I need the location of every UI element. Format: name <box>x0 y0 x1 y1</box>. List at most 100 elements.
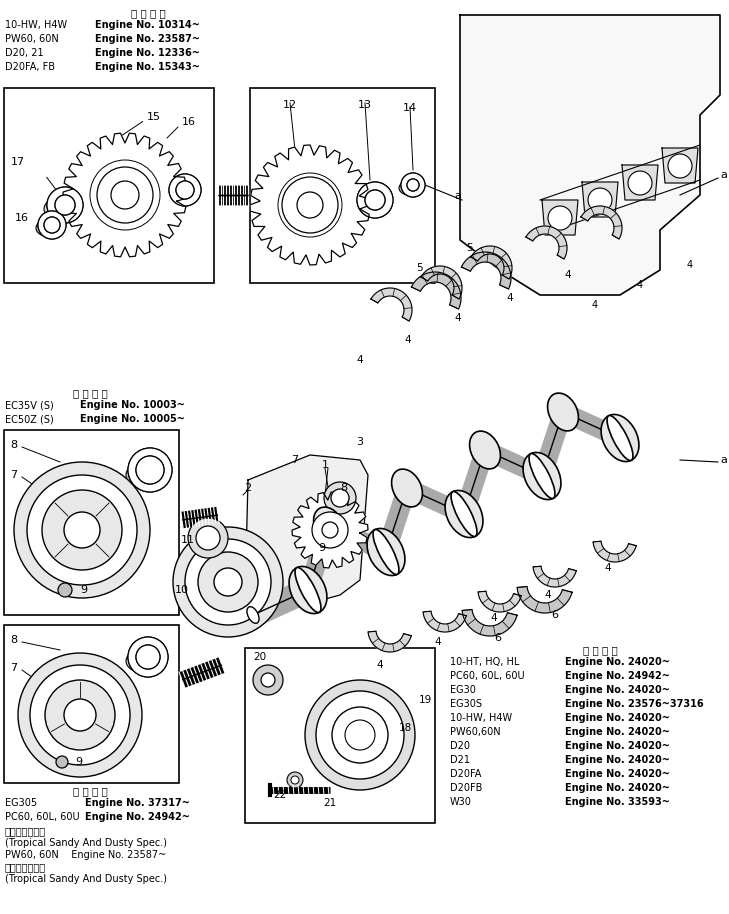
Circle shape <box>136 456 164 484</box>
Circle shape <box>47 187 83 223</box>
Circle shape <box>291 776 299 784</box>
Text: (Tropical Sandy And Dusty Spec.): (Tropical Sandy And Dusty Spec.) <box>5 874 167 884</box>
Polygon shape <box>471 246 512 279</box>
Text: D20FA, FB: D20FA, FB <box>5 62 55 72</box>
Text: Engine No. 24020~: Engine No. 24020~ <box>565 713 670 723</box>
Circle shape <box>628 171 652 195</box>
Text: PC60, 60L, 60U: PC60, 60L, 60U <box>5 812 79 822</box>
Text: 4: 4 <box>604 563 612 573</box>
Polygon shape <box>542 200 578 235</box>
Polygon shape <box>478 591 521 612</box>
Circle shape <box>128 637 168 677</box>
Circle shape <box>322 522 338 538</box>
Ellipse shape <box>391 469 422 507</box>
Text: 4: 4 <box>507 293 513 303</box>
Ellipse shape <box>469 431 500 469</box>
Circle shape <box>38 211 66 239</box>
Circle shape <box>188 518 228 558</box>
Circle shape <box>331 489 349 507</box>
Text: 17: 17 <box>11 157 25 167</box>
Text: 熱帯砂漠地仕様: 熱帯砂漠地仕様 <box>5 862 46 872</box>
Polygon shape <box>63 133 187 257</box>
Ellipse shape <box>547 393 578 430</box>
Text: 8: 8 <box>10 440 17 450</box>
Text: 9: 9 <box>75 757 82 767</box>
Circle shape <box>173 527 283 637</box>
Circle shape <box>128 448 172 492</box>
Text: W30: W30 <box>450 797 472 807</box>
Circle shape <box>42 490 122 570</box>
Text: 20: 20 <box>254 652 267 662</box>
Circle shape <box>312 512 348 548</box>
Text: D20, 21: D20, 21 <box>5 48 44 58</box>
Text: 4: 4 <box>545 590 551 600</box>
Polygon shape <box>423 611 467 632</box>
Circle shape <box>64 512 100 548</box>
Circle shape <box>176 181 194 199</box>
Polygon shape <box>461 252 511 289</box>
Ellipse shape <box>601 414 639 462</box>
Text: 4: 4 <box>356 355 363 365</box>
Circle shape <box>111 181 139 209</box>
Text: Engine No. 24942~: Engine No. 24942~ <box>85 812 190 822</box>
Circle shape <box>136 456 164 484</box>
Circle shape <box>365 190 385 210</box>
Circle shape <box>282 177 338 233</box>
Circle shape <box>401 173 425 197</box>
Text: a: a <box>454 191 461 201</box>
Circle shape <box>297 192 323 218</box>
Circle shape <box>297 192 323 218</box>
Circle shape <box>44 217 60 233</box>
Text: D20FB: D20FB <box>450 783 483 793</box>
Text: Engine No. 24942~: Engine No. 24942~ <box>565 671 670 681</box>
Text: D20: D20 <box>450 741 470 751</box>
Circle shape <box>64 699 96 731</box>
Circle shape <box>111 181 139 209</box>
Polygon shape <box>371 288 412 321</box>
Polygon shape <box>662 148 698 183</box>
Text: 2: 2 <box>244 483 252 493</box>
Circle shape <box>321 538 335 552</box>
Text: 適 用 号 機: 適 用 号 機 <box>582 645 617 655</box>
Text: Engine No. 24020~: Engine No. 24020~ <box>565 657 670 667</box>
Text: PW60, 60N: PW60, 60N <box>5 34 59 44</box>
Text: 9: 9 <box>80 585 87 595</box>
Text: 適 用 号 機: 適 用 号 機 <box>130 8 165 18</box>
Polygon shape <box>622 165 658 200</box>
Text: 7: 7 <box>292 455 299 465</box>
Text: Engine No. 24020~: Engine No. 24020~ <box>565 755 670 765</box>
Text: 9: 9 <box>319 543 326 553</box>
Text: 4: 4 <box>592 300 598 310</box>
Text: 12: 12 <box>283 100 297 110</box>
Circle shape <box>136 645 160 669</box>
Circle shape <box>305 680 415 790</box>
Bar <box>4 430 179 615</box>
Ellipse shape <box>367 528 405 576</box>
Circle shape <box>253 665 283 695</box>
Text: 4: 4 <box>637 280 643 290</box>
Text: 1: 1 <box>321 460 329 470</box>
Circle shape <box>357 182 393 218</box>
Text: 10: 10 <box>175 585 189 595</box>
Circle shape <box>176 181 194 199</box>
Text: 8: 8 <box>10 635 17 645</box>
Text: Engine No. 23576~37316: Engine No. 23576~37316 <box>565 699 703 709</box>
Text: 熱帯砂漠地仕様: 熱帯砂漠地仕様 <box>5 826 46 836</box>
Text: Engine No. 10005~: Engine No. 10005~ <box>80 414 185 424</box>
Text: 3: 3 <box>356 437 364 447</box>
Text: Engine No. 23587~: Engine No. 23587~ <box>95 34 200 44</box>
Ellipse shape <box>289 567 327 613</box>
Ellipse shape <box>451 492 477 537</box>
Text: 10-HW, H4W: 10-HW, H4W <box>5 20 67 30</box>
Text: 4: 4 <box>491 613 497 623</box>
Ellipse shape <box>607 416 633 461</box>
Text: Engine No. 24020~: Engine No. 24020~ <box>565 741 670 751</box>
Ellipse shape <box>295 568 321 612</box>
Circle shape <box>324 482 356 514</box>
Circle shape <box>27 475 137 585</box>
Text: Engine No. 12336~: Engine No. 12336~ <box>95 48 200 58</box>
Text: 14: 14 <box>403 103 417 113</box>
Text: PC60, 60L, 60U: PC60, 60L, 60U <box>450 671 525 681</box>
Polygon shape <box>250 145 370 265</box>
Circle shape <box>316 691 404 779</box>
